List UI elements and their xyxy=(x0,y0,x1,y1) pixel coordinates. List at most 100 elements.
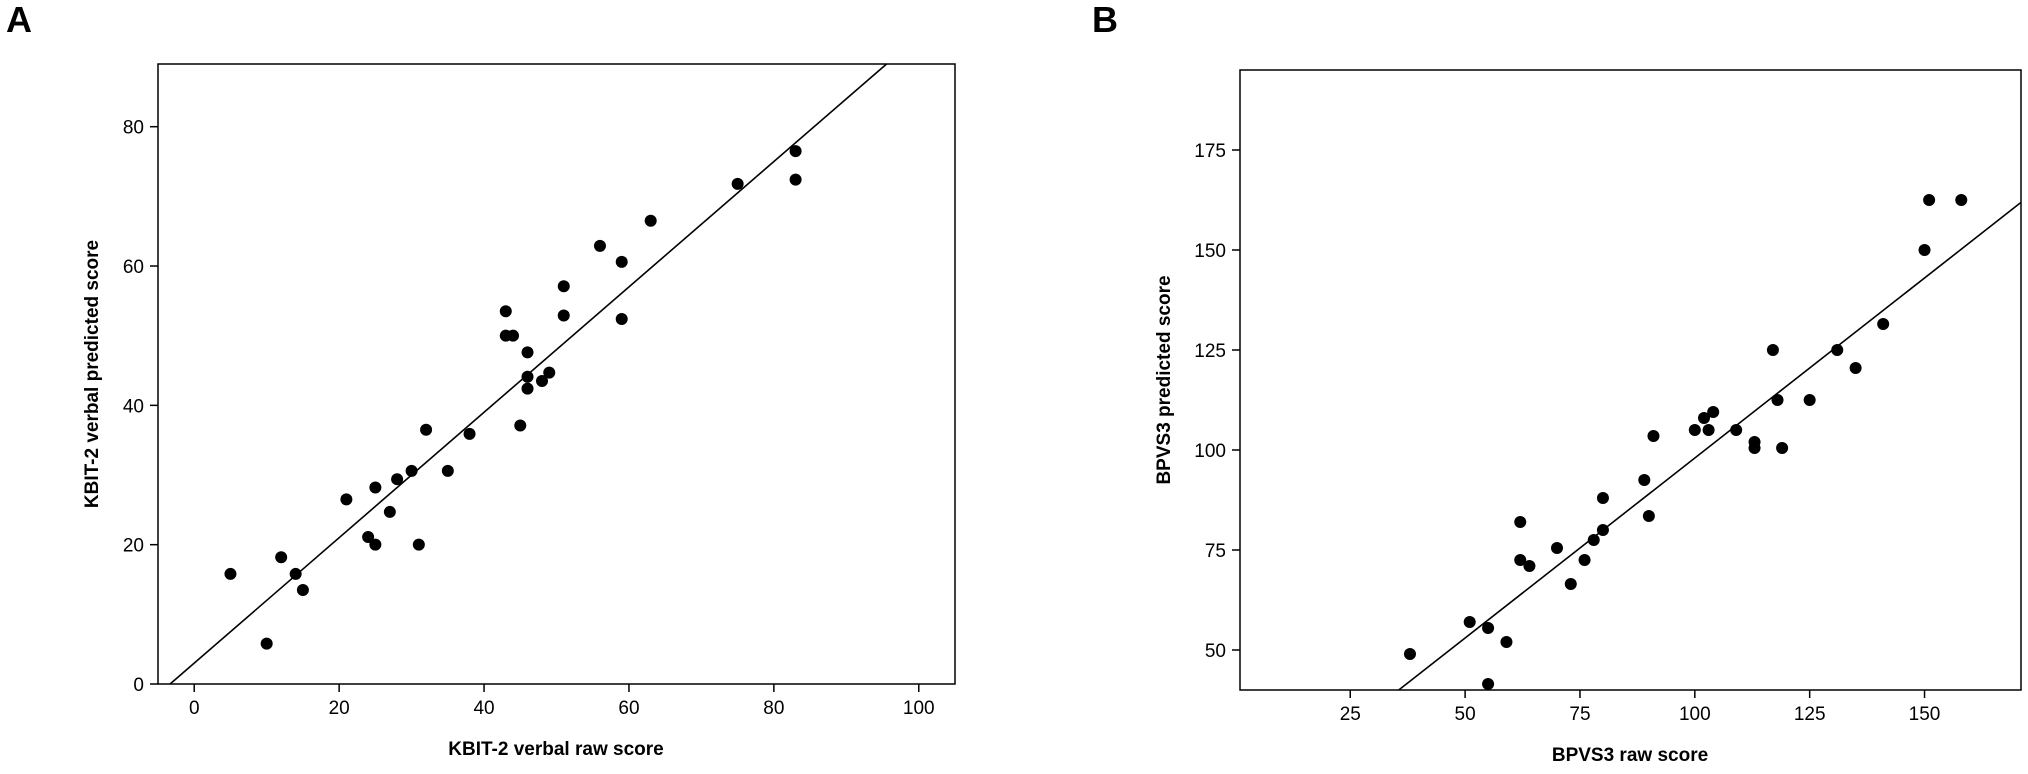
panel-a: A 0 20 40 60 80 100 0 20 40 60 80 KBIT-2 verbal ra… xyxy=(6,0,956,760)
data-point xyxy=(1514,554,1527,566)
data-point xyxy=(1578,554,1591,566)
panel-label: B xyxy=(1092,0,1118,40)
y-tick-label: 125 xyxy=(1194,341,1226,362)
data-point xyxy=(1707,406,1720,418)
data-point xyxy=(1698,412,1711,424)
data-point xyxy=(615,312,628,325)
data-point xyxy=(521,370,534,383)
data-point xyxy=(1514,516,1527,528)
data-point xyxy=(507,329,520,342)
x-tick-label: 20 xyxy=(329,698,350,719)
data-point xyxy=(536,374,549,387)
data-points xyxy=(224,145,802,650)
data-point xyxy=(1918,244,1931,256)
data-point xyxy=(383,505,396,518)
data-point xyxy=(593,239,606,252)
x-tick-label: 100 xyxy=(903,698,935,719)
data-point xyxy=(1550,542,1563,554)
y-tick-label: 60 xyxy=(123,257,144,278)
data-point xyxy=(615,255,628,268)
data-point xyxy=(1463,616,1476,628)
data-point xyxy=(420,423,433,436)
data-point xyxy=(1955,194,1968,206)
data-point xyxy=(1642,510,1655,522)
data-point xyxy=(499,305,512,318)
data-point xyxy=(1748,442,1761,454)
y-tick-label: 50 xyxy=(1205,641,1226,662)
data-point xyxy=(1877,318,1890,330)
x-tick-label: 80 xyxy=(763,698,784,719)
data-point xyxy=(514,419,527,432)
x-tick-label: 60 xyxy=(618,698,639,719)
data-point xyxy=(1831,344,1844,356)
data-point xyxy=(521,382,534,395)
panel-label: A xyxy=(6,0,32,40)
data-point xyxy=(405,464,418,477)
data-point xyxy=(1803,394,1816,406)
data-point xyxy=(789,145,802,158)
regression-line xyxy=(1398,201,2022,691)
data-point xyxy=(789,173,802,186)
x-axis-title: BPVS3 raw score xyxy=(1552,745,1708,766)
y-axis-title: KBIT-2 verbal predicted score xyxy=(82,240,103,508)
data-point xyxy=(340,493,353,506)
data-point xyxy=(1403,648,1416,660)
x-tick-label: 25 xyxy=(1340,704,1361,725)
plot-frame xyxy=(157,63,956,685)
y-tick-label: 100 xyxy=(1194,441,1226,462)
panel-b: B 25 50 75 100 125 150 50 75 100 125 150 175 BPVS3 … xyxy=(1092,0,2022,766)
y-tick-label: 40 xyxy=(123,396,144,417)
data-point xyxy=(369,481,382,494)
data-point xyxy=(1500,636,1513,648)
data-point xyxy=(441,464,454,477)
data-point xyxy=(275,551,288,564)
data-point xyxy=(644,214,657,227)
x-tick-label: 75 xyxy=(1569,704,1590,725)
data-point xyxy=(557,309,570,322)
data-point xyxy=(369,538,382,551)
data-point xyxy=(1482,622,1495,634)
x-tick-label: 40 xyxy=(473,698,494,719)
data-point xyxy=(1523,560,1536,572)
data-point xyxy=(296,583,309,596)
data-point xyxy=(1849,362,1862,374)
x-tick-label: 100 xyxy=(1679,704,1711,725)
data-point xyxy=(1771,394,1784,406)
data-point xyxy=(1596,524,1609,536)
x-tick-label: 0 xyxy=(189,698,200,719)
y-tick-label: 20 xyxy=(123,536,144,557)
data-point xyxy=(391,473,404,486)
data-point xyxy=(1766,344,1779,356)
data-point xyxy=(1638,474,1651,486)
axis-ticks: 0 20 40 60 80 100 0 20 40 60 80 xyxy=(123,118,935,719)
x-tick-label: 50 xyxy=(1455,704,1476,725)
data-point xyxy=(1688,424,1701,436)
data-point xyxy=(362,531,375,544)
data-point xyxy=(731,177,744,190)
data-point xyxy=(1923,194,1936,206)
plot-frame xyxy=(1239,69,2022,691)
data-point xyxy=(1730,424,1743,436)
data-point xyxy=(224,567,237,580)
x-axis-title: KBIT-2 verbal raw score xyxy=(448,739,663,760)
x-tick-label: 125 xyxy=(1794,704,1826,725)
data-point xyxy=(521,346,534,359)
y-tick-label: 0 xyxy=(133,675,144,696)
y-tick-label: 80 xyxy=(123,118,144,139)
y-tick-label: 150 xyxy=(1194,241,1226,262)
data-point xyxy=(543,366,556,379)
data-point xyxy=(1776,442,1789,454)
data-point xyxy=(1702,424,1715,436)
axis-ticks: 25 50 75 100 125 150 50 75 100 125 150 175 xyxy=(1194,141,1940,725)
data-point xyxy=(1587,534,1600,546)
data-points xyxy=(1403,194,1968,690)
y-tick-label: 175 xyxy=(1194,141,1226,162)
data-point xyxy=(289,567,302,580)
data-point xyxy=(1482,678,1495,690)
data-point xyxy=(1564,578,1577,590)
data-point xyxy=(1647,430,1660,442)
y-tick-label: 75 xyxy=(1205,541,1226,562)
data-point xyxy=(1596,492,1609,504)
x-tick-label: 150 xyxy=(1909,704,1941,725)
